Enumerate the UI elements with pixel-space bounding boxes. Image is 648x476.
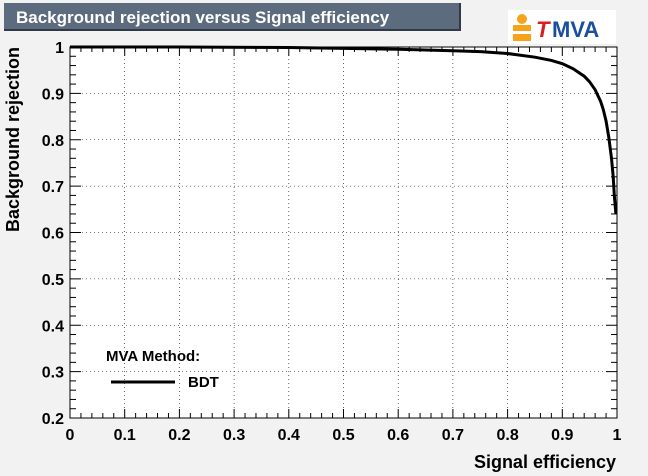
x-tick-label: 1 xyxy=(613,427,622,444)
y-tick-label: 0.5 xyxy=(42,272,64,289)
y-tick-label: 0.3 xyxy=(42,365,64,382)
chart-title-box: Background rejection versus Signal effic… xyxy=(4,3,461,31)
x-tick-label: 0.1 xyxy=(114,427,136,444)
y-axis-title: Background rejection xyxy=(3,47,23,232)
chart-title: Background rejection versus Signal effic… xyxy=(16,8,390,27)
legend: MVA Method: BDT xyxy=(106,348,219,391)
y-tick-label: 0.4 xyxy=(42,318,64,335)
x-axis-tick-labels: 0 0.1 0.2 0.3 0.4 0.5 0.6 0.7 0.8 0.9 1 xyxy=(66,427,622,444)
y-tick-label: 0.2 xyxy=(42,411,64,428)
y-tick-label: 0.6 xyxy=(42,226,64,243)
x-tick-label: 0 xyxy=(66,427,75,444)
x-tick-label: 0.3 xyxy=(223,427,245,444)
legend-label-bdt: BDT xyxy=(188,374,219,391)
x-tick-label: 0.6 xyxy=(387,427,409,444)
x-tick-label: 0.4 xyxy=(278,427,300,444)
tmva-logo: T MVA xyxy=(508,10,616,44)
y-tick-label: 0.8 xyxy=(42,133,64,150)
x-tick-label: 0.5 xyxy=(332,427,354,444)
y-axis-tick-labels: 0.2 0.3 0.4 0.5 0.6 0.7 0.8 0.9 1 xyxy=(42,40,64,428)
y-tick-label: 0.7 xyxy=(42,179,64,196)
x-axis-title: Signal efficiency xyxy=(474,452,616,472)
plot-frame xyxy=(69,46,618,419)
series-line-bdt xyxy=(70,45,618,215)
x-tick-label: 0.2 xyxy=(168,427,190,444)
x-tick-label: 0.7 xyxy=(442,427,464,444)
x-tick-label: 0.9 xyxy=(551,427,573,444)
legend-header: MVA Method: xyxy=(106,348,200,365)
y-tick-label: 1 xyxy=(55,40,64,57)
x-tick-label: 0.8 xyxy=(496,427,518,444)
y-tick-label: 0.9 xyxy=(42,86,64,103)
axis-ticks xyxy=(69,46,618,419)
svg-text:T: T xyxy=(536,17,551,42)
svg-text:MVA: MVA xyxy=(552,17,599,42)
